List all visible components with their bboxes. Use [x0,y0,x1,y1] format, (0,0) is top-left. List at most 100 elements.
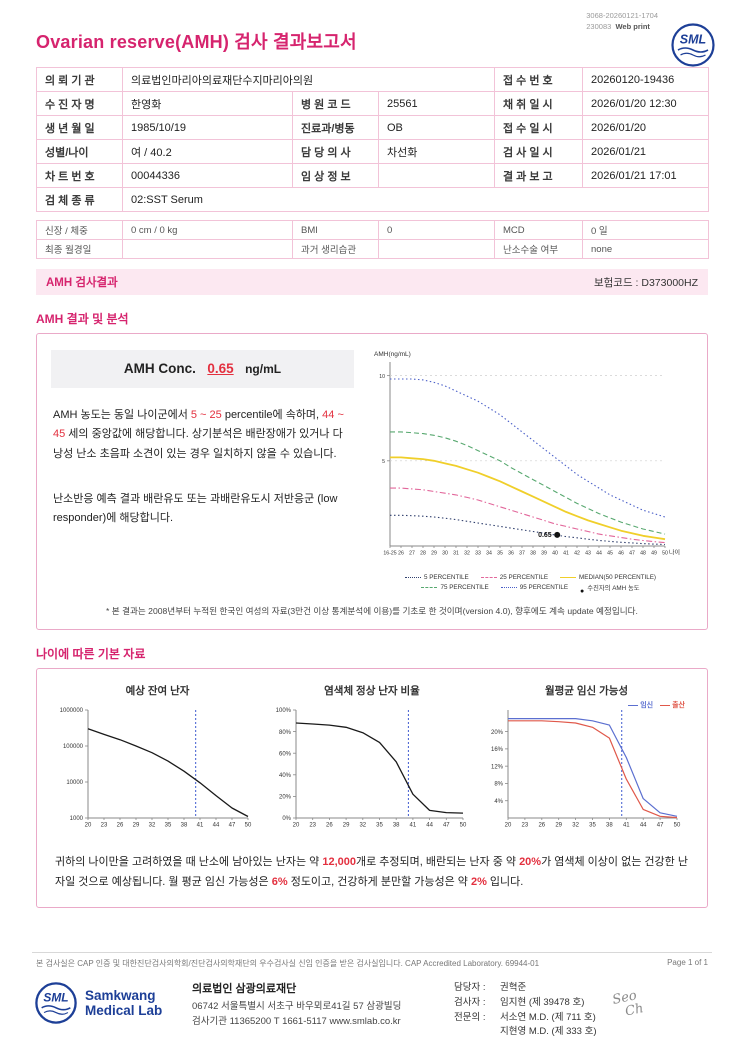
normal-egg-ratio-panel: 염색체 정상 난자 비율 0% 20% 40% 60% 80% 100% 20 23 26 29 3… [270,683,475,839]
field-value [378,163,495,188]
svg-text:44: 44 [640,823,647,829]
field-label: BMI [292,220,379,240]
pregnancy-percentage: 6% [271,875,288,888]
legend-swatch [500,587,517,588]
svg-text:20: 20 [85,823,92,829]
organization-block: 의료법인 삼광의료재단 06742 서울특별시 서초구 바우뫼로41길 57 삼… [192,981,442,1029]
table-row: 성별/나이 여 / 40.2 담 당 의 사 차선화 검 사 일 시 2026/… [36,139,709,164]
analysis-paragraph-1: AMH 농도는 동일 나이군에서 5 ~ 25 percentile에 속하며,… [53,409,344,460]
normal-egg-percentage: 20% [519,856,542,868]
legend-swatch [660,704,671,706]
field-label: 과거 생리습관 [292,239,379,259]
certification-text: 본 검사실은 CAP 인증 및 대한진단검사의학회/진단검사의학재단의 우수검사… [36,959,540,969]
svg-text:41: 41 [197,823,204,829]
remaining-eggs-value: 12,000 [322,856,356,868]
analysis-box: AMH Conc. 0.65 ng/mL AMH 농도는 동일 나이군에서 5 … [36,333,708,630]
field-value: 2026/01/20 12:30 [582,91,709,116]
staff-row: 지현영 M.D. (제 333 호) [500,1026,597,1038]
svg-text:32: 32 [359,823,366,829]
pregnancy-probability-panel: 월평균 임신 가능성 임신 출산 4% 8% 12% 16% 20% 20 23 26 29 32… [484,683,689,839]
svg-text:1000: 1000 [70,816,84,822]
table-row: 수 진 자 명 한영화 병 원 코 드 25561 채 취 일 시 2026/0… [36,91,709,116]
chart-title: 염색체 정상 난자 비율 [324,685,420,697]
svg-text:4%: 4% [494,799,503,805]
organization-address: 06742 서울특별시 서초구 바우뫼로41길 57 삼광빌딩 [192,1001,402,1013]
legend-swatch [628,704,639,706]
legend-item: MEDIAN(50 PERCENTILE) [560,574,656,581]
amh-chart-column: 5 10 16-25 26 27 28 29 30 31 32 33 34 35 36 37 38 39 40 41… [368,346,693,595]
field-label: 진료과/병동 [292,115,379,140]
legend-item: 임신 [628,700,653,710]
field-label: 검 사 일 시 [494,139,583,164]
table-row: 최종 월경일 과거 생리습관 난소수술 여부 none [36,239,709,259]
svg-text:41: 41 [409,823,416,829]
table-row: 생 년 월 일 1985/10/19 진료과/병동 OB 접 수 일 시 202… [36,115,709,140]
svg-text:50: 50 [674,823,681,829]
percentile-range: 5 ~ 25 [190,409,222,421]
svg-text:47: 47 [629,551,635,557]
svg-text:12%: 12% [491,764,504,770]
svg-text:32: 32 [572,823,579,829]
field-value: 여 / 40.2 [122,139,293,164]
median-age-range: 44 ~ 45 [53,409,344,441]
chart-title: 월평균 임신 가능성 [544,685,629,697]
amh-conc-value: 0.65 [207,361,234,376]
table-row: 신장 / 체중 0 cm / 0 kg BMI 0 MCD 0 일 [36,220,709,240]
svg-text:27: 27 [409,551,415,557]
svg-text:41: 41 [563,551,569,557]
svg-text:28: 28 [420,551,426,557]
remaining-eggs-chart: 1000 10000 100000 1000000 20 23 26 29 32 35 38 41 44… [60,708,252,829]
svg-text:AMH(ng/mL): AMH(ng/mL) [374,351,411,358]
svg-text:0%: 0% [282,816,291,822]
table-row: 검 체 종 류 02:SST Serum [36,187,709,212]
svg-text:32: 32 [464,551,470,557]
staff-row: 검사자 : 임지현 (제 39478 호) [454,996,585,1008]
svg-text:16%: 16% [491,747,504,753]
svg-text:23: 23 [101,823,108,829]
svg-text:0.65: 0.65 [538,532,552,539]
svg-text:26: 26 [398,551,404,557]
summary-paragraph: 귀하의 나이만을 고려하였을 때 난소에 남아있는 난자는 약 12,000개로… [55,856,688,888]
field-label: 임 상 정 보 [292,163,379,188]
svg-text:50: 50 [245,823,252,829]
field-value: OB [378,115,495,140]
field-value: 25561 [378,91,495,116]
legend-swatch [560,577,577,578]
normal-egg-ratio-chart: 0% 20% 40% 60% 80% 100% 20 23 26 29 32 35 38 41 44 47 50 [275,708,466,829]
analysis-text-column: AMH Conc. 0.65 ng/mL AMH 농도는 동일 나이군에서 5 … [51,346,354,592]
field-value: 1985/10/19 [122,115,293,140]
field-value: 의료법인마리아의료재단수지마리아의원 [122,67,495,92]
legend-item: 5 PERCENTILE [404,574,469,581]
svg-text:80%: 80% [278,730,291,736]
svg-text:41: 41 [623,823,630,829]
legend-swatch [421,587,438,588]
sml-logo-icon: SML [671,23,715,67]
insurance-code: 보험코드 : D373000HZ [593,276,698,289]
svg-text:36: 36 [508,551,514,557]
svg-text:100%: 100% [275,708,291,714]
staff-block: 담당자 : 권혁준 검사자 : 임지현 (제 39478 호) 전문의 : 서소연 M… [454,981,597,1040]
legend-item: 출산 [660,700,685,710]
svg-text:29: 29 [133,823,140,829]
print-code: 3068-20260121-1704 230083 Web print [586,10,658,33]
field-label: 생 년 월 일 [36,115,123,140]
field-value: 0 [378,220,495,240]
patient-info-table: 의 뢰 기 관 의료법인마리아의료재단수지마리아의원 접 수 번 호 20260… [36,67,709,212]
svg-text:35: 35 [497,551,503,557]
field-label: 담 당 의 사 [292,139,379,164]
svg-text:SML: SML [680,33,706,47]
field-label: 접 수 일 시 [494,115,583,140]
svg-text:26: 26 [538,823,545,829]
svg-text:SML: SML [43,991,68,1005]
chart-title: 예상 잔여 난자 [125,685,190,697]
svg-text:20%: 20% [491,730,504,736]
svg-text:46: 46 [618,551,624,557]
print-code-line1: 3068-20260121-1704 [586,11,658,20]
signature: Seo Ch [610,988,645,1020]
pregnancy-probability-chart: 4% 8% 12% 16% 20% 20 23 26 29 32 35 38 41 44 47 50 [491,710,681,829]
svg-text:50: 50 [459,823,466,829]
svg-text:38: 38 [606,823,613,829]
svg-text:35: 35 [376,823,383,829]
legend-item: 95 PERCENTILE [500,583,568,592]
amh-result-banner: AMH 검사결과 보험코드 : D373000HZ [36,269,708,295]
